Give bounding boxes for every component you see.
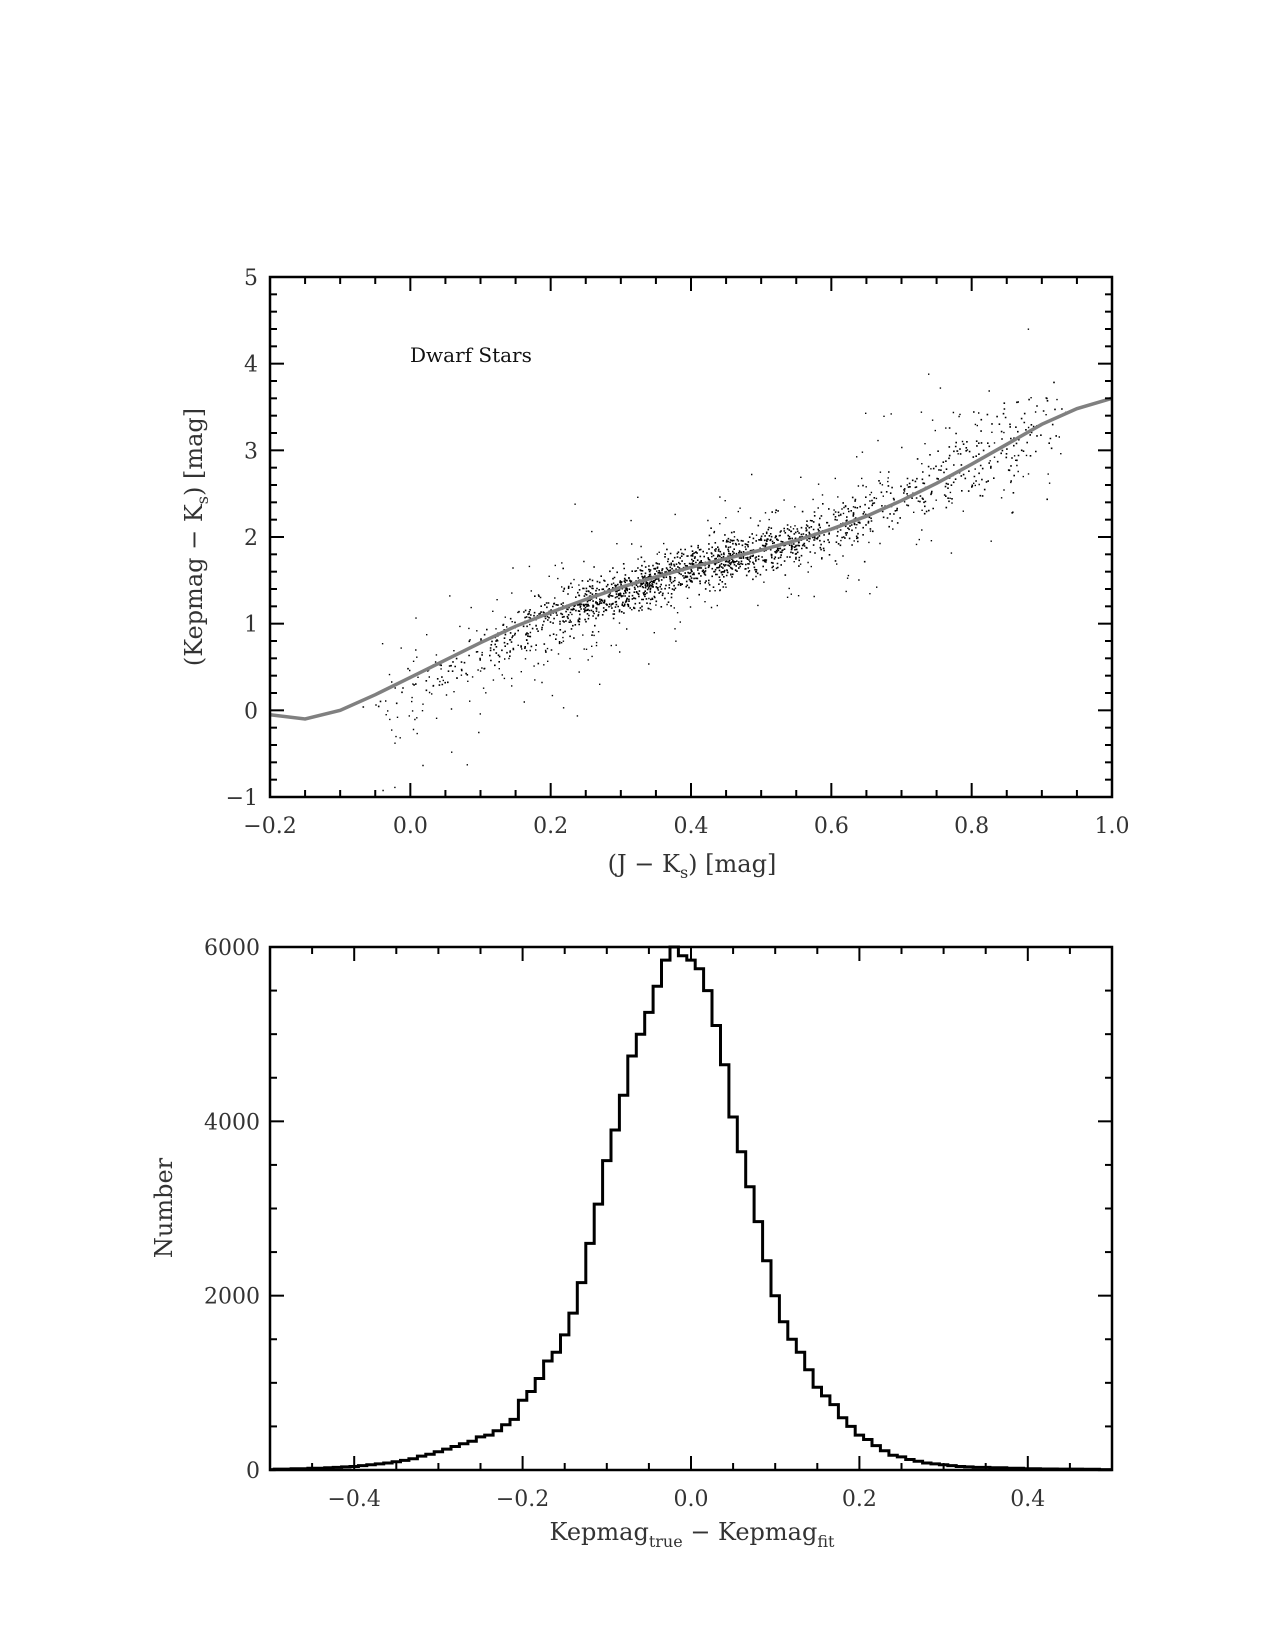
y-tick-label: 2 <box>244 526 258 551</box>
histogram-x-axis-title-main: Kepmag <box>550 1518 649 1546</box>
histogram-y-tick-labels: 0 2000 4000 6000 <box>204 936 260 1484</box>
x-tick-label: −0.2 <box>243 814 296 839</box>
scatter-y-axis-title-sub: s <box>193 496 212 504</box>
fit-curve-line <box>270 396 1112 721</box>
scatter-y-axis-title-tail: ) [mag] <box>180 408 208 496</box>
scatter-y-axis-title-main: (Kepmag − K <box>180 503 208 666</box>
x-tick-label: 0.0 <box>674 1487 709 1512</box>
y-tick-label: 4 <box>244 353 258 378</box>
scatter-x-tick-labels: −0.2 0.0 0.2 0.4 0.6 0.8 1.0 <box>243 814 1129 839</box>
x-tick-label: 0.0 <box>393 814 428 839</box>
x-tick-label: −0.4 <box>327 1487 380 1512</box>
y-tick-label: −1 <box>226 786 258 811</box>
histogram-axis-ticks <box>269 946 1113 1471</box>
scatter-point-cloud <box>356 328 1067 792</box>
y-tick-label: 6000 <box>204 936 260 961</box>
x-tick-label: 0.2 <box>533 814 568 839</box>
y-tick-label: 4000 <box>204 1110 260 1135</box>
histogram-axes-frame <box>268 945 1114 1472</box>
y-tick-label: 0 <box>246 1459 260 1484</box>
y-tick-label: 0 <box>244 699 258 724</box>
scatter-axis-ticks <box>269 276 1113 798</box>
histogram-x-axis-title: Kepmagtrue − Kepmagfit <box>550 1518 835 1551</box>
x-tick-label: −0.2 <box>496 1487 549 1512</box>
y-tick-label: 1 <box>244 613 258 638</box>
scatter-y-axis-title: (Kepmag − Ks) [mag] <box>180 408 212 666</box>
scatter-points <box>356 328 1067 792</box>
histogram-x-axis-title-sub1: true <box>649 1532 683 1551</box>
histogram-y-axis-title: Number <box>150 1157 178 1258</box>
y-tick-label: 2000 <box>204 1285 260 1310</box>
x-tick-label: 0.4 <box>674 814 709 839</box>
scatter-y-tick-labels: −1 0 1 2 3 4 5 <box>226 266 258 811</box>
x-tick-label: 1.0 <box>1095 814 1130 839</box>
scatter-x-axis-title-sub: s <box>680 863 688 882</box>
x-tick-label: 0.2 <box>842 1487 877 1512</box>
histogram-x-tick-labels: −0.4 −0.2 0.0 0.2 0.4 <box>327 1487 1045 1512</box>
x-tick-label: 0.4 <box>1010 1487 1045 1512</box>
y-tick-label: 3 <box>244 439 258 464</box>
x-tick-label: 0.6 <box>814 814 849 839</box>
scatter-x-axis-title: (J − Ks) [mag] <box>608 850 777 882</box>
scatter-x-axis-title-main: (J − K <box>608 850 681 878</box>
scatter-axes-frame <box>268 275 1114 799</box>
x-tick-label: 0.8 <box>954 814 989 839</box>
histogram-step-line <box>270 945 1112 1472</box>
scatter-x-axis-title-tail: ) [mag] <box>688 850 776 878</box>
histogram-x-axis-title-mid: − Kepmag <box>683 1518 818 1546</box>
histogram-x-axis-title-sub2: fit <box>817 1532 835 1551</box>
scatter-panel: −0.2 0.0 0.2 0.4 0.6 0.8 1.0 −1 0 1 2 3 4 5 Dwarf St… <box>180 266 1130 882</box>
histogram-panel: −0.4 −0.2 0.0 0.2 0.4 0 2000 4000 6000 Kepmagtr… <box>150 936 1114 1551</box>
dwarf-stars-annotation: Dwarf Stars <box>410 343 532 367</box>
y-tick-label: 5 <box>244 266 258 291</box>
